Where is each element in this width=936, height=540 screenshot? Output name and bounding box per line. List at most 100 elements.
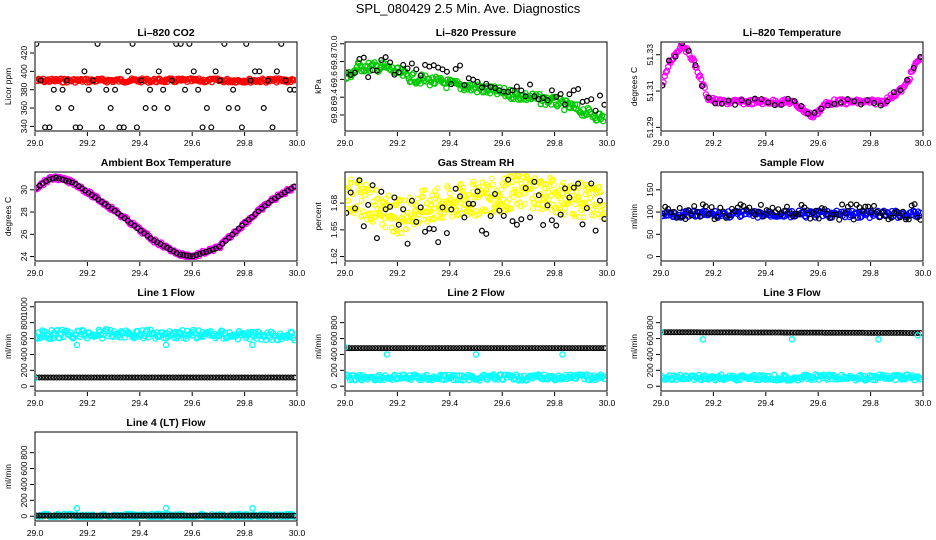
data-point — [198, 512, 205, 519]
data-point — [397, 196, 404, 203]
data-point — [256, 512, 263, 519]
data-point — [535, 192, 542, 199]
data-point — [291, 86, 296, 93]
data-point — [190, 253, 197, 260]
data-point — [99, 335, 106, 342]
data-point — [904, 76, 911, 83]
data-point — [163, 512, 170, 519]
data-layer — [346, 54, 606, 125]
data-point — [39, 512, 46, 519]
data-point — [36, 374, 43, 381]
data-point — [673, 329, 680, 336]
data-point — [801, 329, 808, 336]
data-point — [769, 329, 776, 336]
data-point — [485, 345, 492, 352]
x-tick-label: 29.0 — [653, 138, 670, 148]
y-axis-label: kPa — [313, 79, 323, 94]
data-point — [143, 512, 150, 519]
data-point — [50, 86, 57, 93]
x-tick-label: 29.8 — [236, 398, 253, 408]
data-layer — [36, 43, 296, 130]
y-tick-label: 51.29 — [645, 116, 655, 138]
data-point — [570, 184, 577, 191]
data-point — [114, 512, 121, 519]
x-tick-label: 29.4 — [442, 138, 459, 148]
data-point — [908, 202, 915, 209]
data-point — [763, 329, 770, 336]
data-point — [554, 345, 561, 352]
data-point — [282, 512, 289, 519]
y-axis-label: ml/min — [3, 464, 13, 489]
data-point — [189, 374, 196, 381]
data-point — [172, 512, 179, 519]
data-point — [488, 345, 495, 352]
x-tick-label: 29.2 — [79, 528, 96, 538]
chart-temp: Li–820 Temperature degrees C 29.0 29.2 29.4 2… — [629, 27, 932, 148]
data-point — [601, 101, 606, 108]
data-point — [792, 329, 799, 336]
data-point — [668, 209, 675, 216]
data-point — [824, 102, 831, 109]
data-point — [97, 512, 104, 519]
data-point — [705, 210, 712, 217]
data-point — [546, 345, 553, 352]
data-point — [140, 374, 147, 381]
data-point — [520, 345, 527, 352]
data-point — [836, 216, 843, 223]
data-point — [408, 60, 415, 67]
data-point — [448, 81, 455, 88]
data-point — [373, 235, 380, 242]
data-point — [394, 230, 401, 237]
data-point — [363, 345, 370, 352]
data-point — [575, 194, 582, 201]
data-point — [401, 345, 408, 352]
x-tick-label: 29.6 — [494, 398, 511, 408]
data-point — [386, 345, 393, 352]
data-point — [213, 512, 220, 519]
x-tick-label: 29.2 — [389, 268, 406, 278]
data-point — [575, 86, 582, 93]
data-point — [88, 512, 95, 519]
data-point — [505, 176, 512, 183]
data-point — [462, 345, 469, 352]
data-point — [831, 100, 838, 107]
data-point — [559, 190, 566, 197]
data-point — [273, 68, 280, 75]
data-point — [905, 216, 912, 223]
data-point — [522, 93, 529, 100]
data-point — [917, 55, 922, 62]
data-point — [378, 188, 385, 195]
x-tick-label: 30.0 — [599, 138, 616, 148]
plot-frame — [660, 41, 924, 132]
data-point — [157, 374, 164, 381]
data-point — [778, 211, 785, 218]
data-point — [192, 374, 199, 381]
data-point — [276, 512, 283, 519]
data-layer — [662, 329, 922, 384]
data-point — [175, 512, 182, 519]
data-point — [910, 64, 917, 71]
data-point — [788, 336, 796, 343]
data-point — [201, 512, 208, 519]
x-tick-label: 29.6 — [810, 268, 827, 278]
data-point — [352, 69, 359, 76]
data-point — [528, 345, 535, 352]
data-point — [537, 190, 544, 197]
data-point — [410, 345, 417, 352]
data-point — [147, 86, 154, 93]
data-point — [592, 227, 599, 234]
data-point — [894, 329, 901, 336]
data-point — [702, 203, 709, 210]
data-point — [243, 43, 250, 47]
data-point — [244, 512, 251, 519]
data-point — [662, 82, 666, 89]
data-point — [128, 374, 135, 381]
data-point — [169, 512, 176, 519]
x-tick-label: 30.0 — [599, 398, 616, 408]
data-point — [274, 336, 282, 344]
y-tick-label: 380 — [19, 82, 29, 96]
data-layer — [36, 326, 296, 382]
data-point — [73, 512, 80, 519]
data-point — [489, 181, 496, 188]
data-point — [53, 374, 60, 381]
